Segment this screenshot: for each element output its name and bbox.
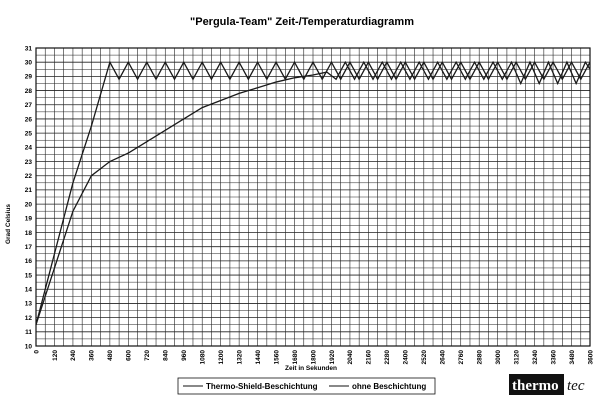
legend-box xyxy=(177,377,436,395)
legend: Thermo-Shield-Beschichtung ohne Beschich… xyxy=(177,377,436,395)
y-tick-label: 13 xyxy=(25,301,33,308)
y-tick-label: 14 xyxy=(25,287,33,294)
y-tick-label: 10 xyxy=(25,343,33,350)
x-tick-label: 2040 xyxy=(347,350,354,365)
y-tick-label: 28 xyxy=(25,88,33,95)
x-axis-label: Zeit in Sekunden xyxy=(285,365,337,372)
x-tick-label: 2400 xyxy=(403,350,410,365)
y-tick-label: 20 xyxy=(25,201,33,208)
x-tick-label: 3360 xyxy=(550,350,557,365)
logo-text-tec: tec xyxy=(567,378,585,394)
x-tick-label: 3120 xyxy=(513,350,520,365)
y-tick-label: 23 xyxy=(25,159,33,166)
thermotec-logo: thermo tec xyxy=(509,374,585,395)
y-tick-label: 22 xyxy=(25,173,33,180)
x-tick-label: 840 xyxy=(163,350,170,361)
x-tick-label: 3480 xyxy=(569,350,576,365)
logo-box xyxy=(509,374,564,395)
series-line-thermo-shield xyxy=(35,60,591,325)
y-axis-label: Grad Celsius xyxy=(5,204,12,244)
x-tick-label: 1920 xyxy=(329,350,336,365)
x-tick-label: 480 xyxy=(107,350,114,361)
x-tick-label: 360 xyxy=(89,350,96,361)
chart-title: "Pergula-Team" Zeit-/Temperaturdiagramm xyxy=(190,16,414,28)
y-tick-label: 26 xyxy=(25,116,33,123)
x-tick-label: 1680 xyxy=(292,350,299,365)
y-tick-label: 24 xyxy=(25,145,33,152)
x-tick-label: 3000 xyxy=(495,350,502,365)
x-tick-label: 1560 xyxy=(273,350,280,365)
y-tick-label: 17 xyxy=(25,244,33,251)
x-tick-label: 3600 xyxy=(587,350,594,365)
x-tick-label: 720 xyxy=(144,350,151,361)
grid-layer xyxy=(35,47,591,347)
series-layer xyxy=(35,60,591,325)
x-tick-label: 1080 xyxy=(200,350,207,365)
legend-label-ohne: ohne Beschichtung xyxy=(352,382,426,391)
y-tick-label: 30 xyxy=(25,59,33,66)
x-tick-label: 1800 xyxy=(310,350,317,365)
x-tick-label: 1200 xyxy=(218,350,225,365)
x-tick-label: 2640 xyxy=(440,350,447,365)
series-line-ohne-beschichtung xyxy=(35,60,591,325)
y-tick-label: 29 xyxy=(25,74,33,81)
x-tick-label: 600 xyxy=(126,350,133,361)
y-tick-label: 31 xyxy=(25,45,33,52)
x-tick-label: 1320 xyxy=(236,350,243,365)
x-tick-label: 2280 xyxy=(384,350,391,365)
y-tick-label: 19 xyxy=(25,216,33,223)
x-tick-label: 2160 xyxy=(366,350,373,365)
y-tick-label: 11 xyxy=(25,329,32,336)
logo-text-thermo: thermo xyxy=(512,378,559,394)
x-tick-label: 2760 xyxy=(458,350,465,365)
x-tick-label: 960 xyxy=(181,350,188,361)
legend-label-thermo: Thermo-Shield-Beschichtung xyxy=(206,382,318,391)
x-tick-label: 2880 xyxy=(477,350,484,365)
x-tick-label: 0 xyxy=(33,350,40,354)
y-tick-label: 18 xyxy=(25,230,33,237)
x-tick-label: 3240 xyxy=(532,350,539,365)
x-tick-label: 120 xyxy=(52,350,59,361)
y-tick-label: 27 xyxy=(25,102,33,109)
x-tick-label: 1440 xyxy=(255,350,262,365)
plot-frame xyxy=(35,47,591,347)
y-tick-label: 16 xyxy=(25,258,33,265)
y-tick-labels: 10 11 12 13 14 15 16 17 18 19 20 21 22 23 24 25 26 27 28 29… xyxy=(25,45,33,350)
y-tick-label: 21 xyxy=(25,187,33,194)
y-tick-label: 15 xyxy=(25,272,33,279)
x-tick-label: 2520 xyxy=(421,350,428,365)
x-tick-labels: 0 120 240 360 480 600 720 840 960 1080 1200 1320 144… xyxy=(33,350,594,365)
x-tick-label: 240 xyxy=(70,350,77,361)
y-tick-label: 12 xyxy=(25,315,33,322)
y-tick-label: 25 xyxy=(25,130,33,137)
